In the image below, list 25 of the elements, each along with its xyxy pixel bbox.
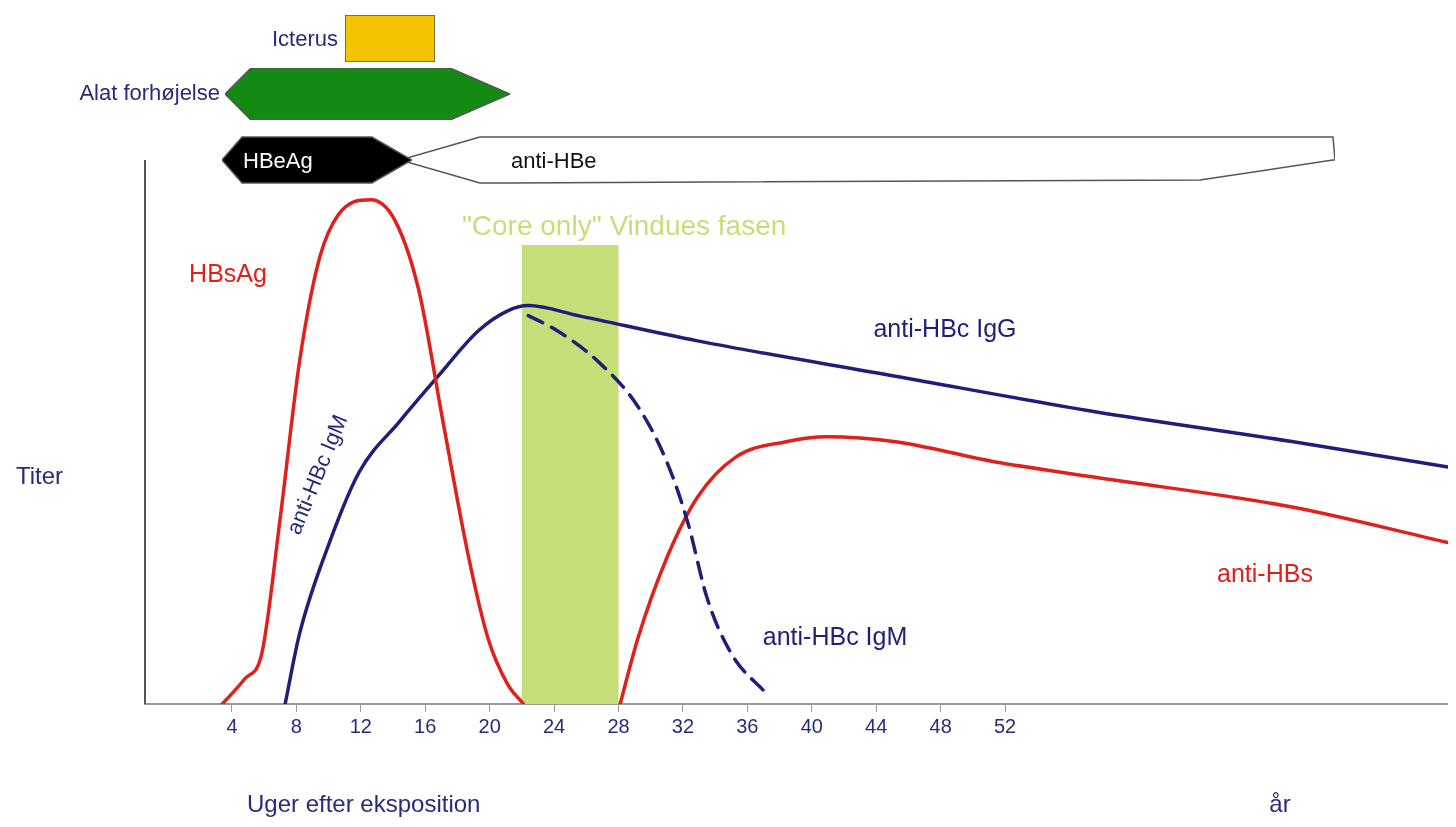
x-tick-label: 32 [671, 714, 695, 737]
series-label: anti-HBc IgM [762, 621, 908, 650]
x-tick-label: 4 [226, 714, 238, 737]
text: Icterus [271, 26, 338, 52]
text: Alat forhøjelse [79, 80, 220, 106]
x-tick-label: 28 [607, 714, 630, 737]
x-tick-label: 16 [414, 714, 437, 737]
x-tick-label: 40 [800, 714, 823, 737]
x-tick-label: 48 [929, 714, 952, 737]
x-tick-label: 20 [478, 714, 501, 737]
text: anti-HBe [511, 148, 597, 174]
band-label: "Core only" Vindues fasen [461, 209, 787, 241]
x-tick-label: 24 [542, 714, 566, 737]
x-axis-title: Uger efter eksposition [246, 789, 481, 817]
text: år [1269, 789, 1291, 817]
x-tick-label: 12 [349, 714, 372, 737]
text: HBeAg [243, 148, 313, 174]
x-tick-label: 36 [736, 714, 759, 737]
series-label: HBsAg [189, 258, 267, 287]
series-label: anti-HBc IgG [873, 313, 1017, 342]
series-label: anti-HBs [1217, 558, 1313, 587]
x-tick-label: 8 [290, 714, 302, 737]
x-tick-label: 44 [865, 714, 888, 737]
y-axis-title: Titer [16, 461, 64, 489]
x-tick-label: 52 [993, 714, 1017, 737]
